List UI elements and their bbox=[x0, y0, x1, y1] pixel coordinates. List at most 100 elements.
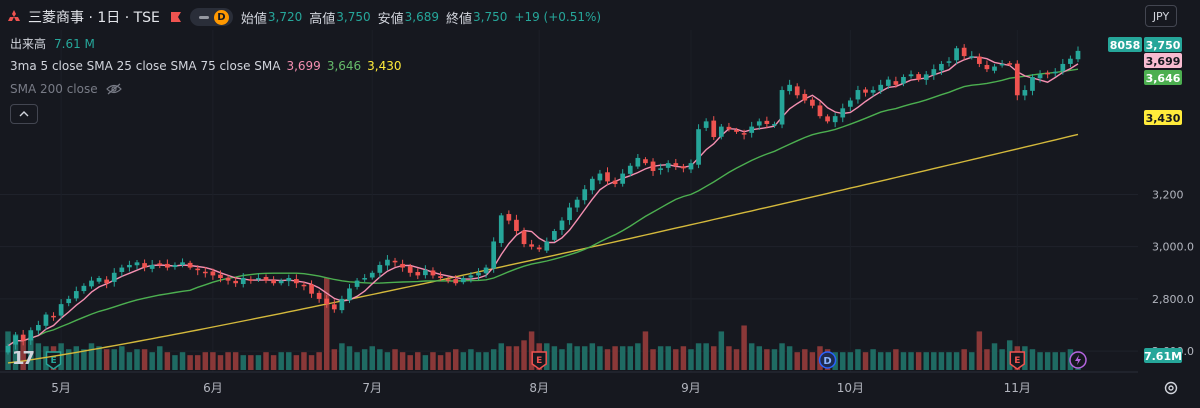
candle-body bbox=[885, 79, 891, 86]
volume-bar bbox=[141, 349, 148, 370]
volume-bar bbox=[65, 349, 72, 370]
low-label: 安値 bbox=[377, 11, 404, 27]
candle-body bbox=[104, 279, 110, 284]
candle-body bbox=[870, 90, 876, 93]
eye-hidden-icon[interactable] bbox=[105, 83, 122, 95]
candle-body bbox=[20, 334, 26, 341]
candle-body bbox=[688, 163, 694, 170]
volume-bar bbox=[20, 340, 26, 370]
volume-bar bbox=[976, 331, 983, 370]
change-value: +19 (+0.51%) bbox=[514, 10, 602, 24]
candle-body bbox=[1068, 58, 1073, 64]
candle-body bbox=[407, 266, 413, 273]
candle-body bbox=[385, 259, 390, 266]
ma-legend[interactable]: 3ma 5 close SMA 25 close SMA 75 close SM… bbox=[10, 59, 402, 73]
close-value: 3,750 bbox=[473, 10, 508, 24]
candle-body bbox=[726, 126, 732, 130]
candle-body bbox=[840, 108, 846, 118]
ma75-price-tag bbox=[1144, 110, 1182, 125]
candle-body bbox=[187, 262, 193, 268]
volume-bar bbox=[323, 278, 330, 370]
flag-icon[interactable] bbox=[170, 11, 182, 23]
candle-body bbox=[468, 275, 474, 278]
minus-icon bbox=[198, 15, 209, 19]
volume-bar bbox=[157, 346, 163, 370]
volume-bar bbox=[900, 352, 907, 370]
volume-bar bbox=[248, 355, 254, 370]
volume-bar bbox=[756, 346, 763, 370]
volume-bar bbox=[445, 352, 451, 370]
volume-bar bbox=[855, 349, 861, 370]
symbol-title[interactable]: 三菱商事 · 1日 · TSE bbox=[28, 10, 160, 26]
volume-bar bbox=[308, 355, 315, 370]
volume-bar bbox=[1044, 352, 1051, 370]
candle-body bbox=[195, 268, 201, 271]
symbol-price-tag bbox=[1108, 37, 1142, 52]
candle-body bbox=[1014, 63, 1020, 96]
collapse-legend-button[interactable] bbox=[10, 104, 38, 124]
volume-bar bbox=[521, 340, 527, 370]
volume-bar bbox=[627, 346, 634, 370]
candle-body bbox=[916, 74, 921, 80]
candle-body bbox=[1052, 71, 1058, 74]
volume-bar bbox=[126, 352, 133, 370]
volume-bar bbox=[597, 346, 603, 370]
candle-body bbox=[506, 214, 512, 221]
volume-legend[interactable]: 出来高 7.61 M bbox=[10, 35, 95, 52]
tradingview-logo[interactable]: 17 bbox=[12, 348, 35, 369]
volume-bar bbox=[270, 355, 277, 370]
volume-bar bbox=[35, 343, 42, 370]
ma75-line bbox=[7, 133, 1079, 364]
candle-body bbox=[127, 264, 132, 268]
volume-bar bbox=[741, 325, 747, 370]
earnings-marker bbox=[1009, 351, 1026, 370]
volume-bar bbox=[688, 349, 694, 370]
candle-body bbox=[362, 278, 368, 280]
session-badge: D bbox=[213, 9, 229, 25]
sma200-legend[interactable]: SMA 200 close bbox=[10, 82, 122, 96]
last-price-tag-text: 3,750 bbox=[1146, 39, 1181, 52]
volume-bar bbox=[111, 349, 117, 370]
candle-body bbox=[73, 291, 79, 299]
ma25-value: 3,646 bbox=[326, 59, 362, 73]
time-axis[interactable]: 5月 6月 7月 8月 9月 10月 11月 bbox=[51, 381, 1031, 395]
volume-bar bbox=[202, 352, 209, 370]
volume-bar bbox=[885, 352, 892, 370]
dividend-marker bbox=[818, 351, 837, 369]
session-toggle[interactable]: D bbox=[189, 8, 233, 26]
volume-bar bbox=[437, 355, 444, 370]
price-axis[interactable]: 3,2003,000.02,800.02,600.080583,7503,699… bbox=[1108, 37, 1194, 363]
candle-body bbox=[794, 86, 800, 96]
candle-body bbox=[483, 267, 489, 274]
candle-body bbox=[225, 277, 231, 281]
candle-body bbox=[1037, 74, 1043, 79]
ma25-price-tag-text: 3,646 bbox=[1146, 72, 1181, 85]
candle-body bbox=[559, 220, 565, 230]
volume-price-tag-text: 7.61M bbox=[1144, 350, 1182, 363]
ma-label: 3ma 5 close SMA 25 close SMA 75 close SM… bbox=[10, 59, 281, 73]
candle-body bbox=[521, 230, 527, 245]
volume-bar bbox=[278, 352, 284, 370]
ma5-line bbox=[7, 56, 1079, 347]
symbol-header: 三菱商事 · 1日 · TSE D 始値 3,720 高値 3,750 安値 3… bbox=[6, 6, 601, 28]
candles[interactable] bbox=[5, 44, 1081, 355]
currency-button[interactable]: JPY bbox=[1145, 5, 1177, 27]
gear-icon[interactable] bbox=[1163, 380, 1179, 396]
volume-bar bbox=[908, 352, 914, 370]
time-tick-label: 11月 bbox=[1004, 381, 1031, 395]
volume-bar bbox=[582, 346, 588, 370]
volume-bar bbox=[452, 349, 459, 370]
candle-body bbox=[627, 165, 633, 174]
candle-body bbox=[460, 278, 466, 283]
candle-body bbox=[976, 56, 982, 64]
volume-bar bbox=[893, 349, 899, 370]
price-tick-label: 3,000.0 bbox=[1152, 241, 1194, 254]
candle-body bbox=[278, 280, 284, 284]
candle-body bbox=[263, 276, 269, 281]
earnings-label: E bbox=[536, 356, 542, 366]
volume-bar bbox=[840, 352, 846, 370]
volume-bar bbox=[779, 343, 785, 370]
volume-price-tag bbox=[1144, 348, 1182, 363]
